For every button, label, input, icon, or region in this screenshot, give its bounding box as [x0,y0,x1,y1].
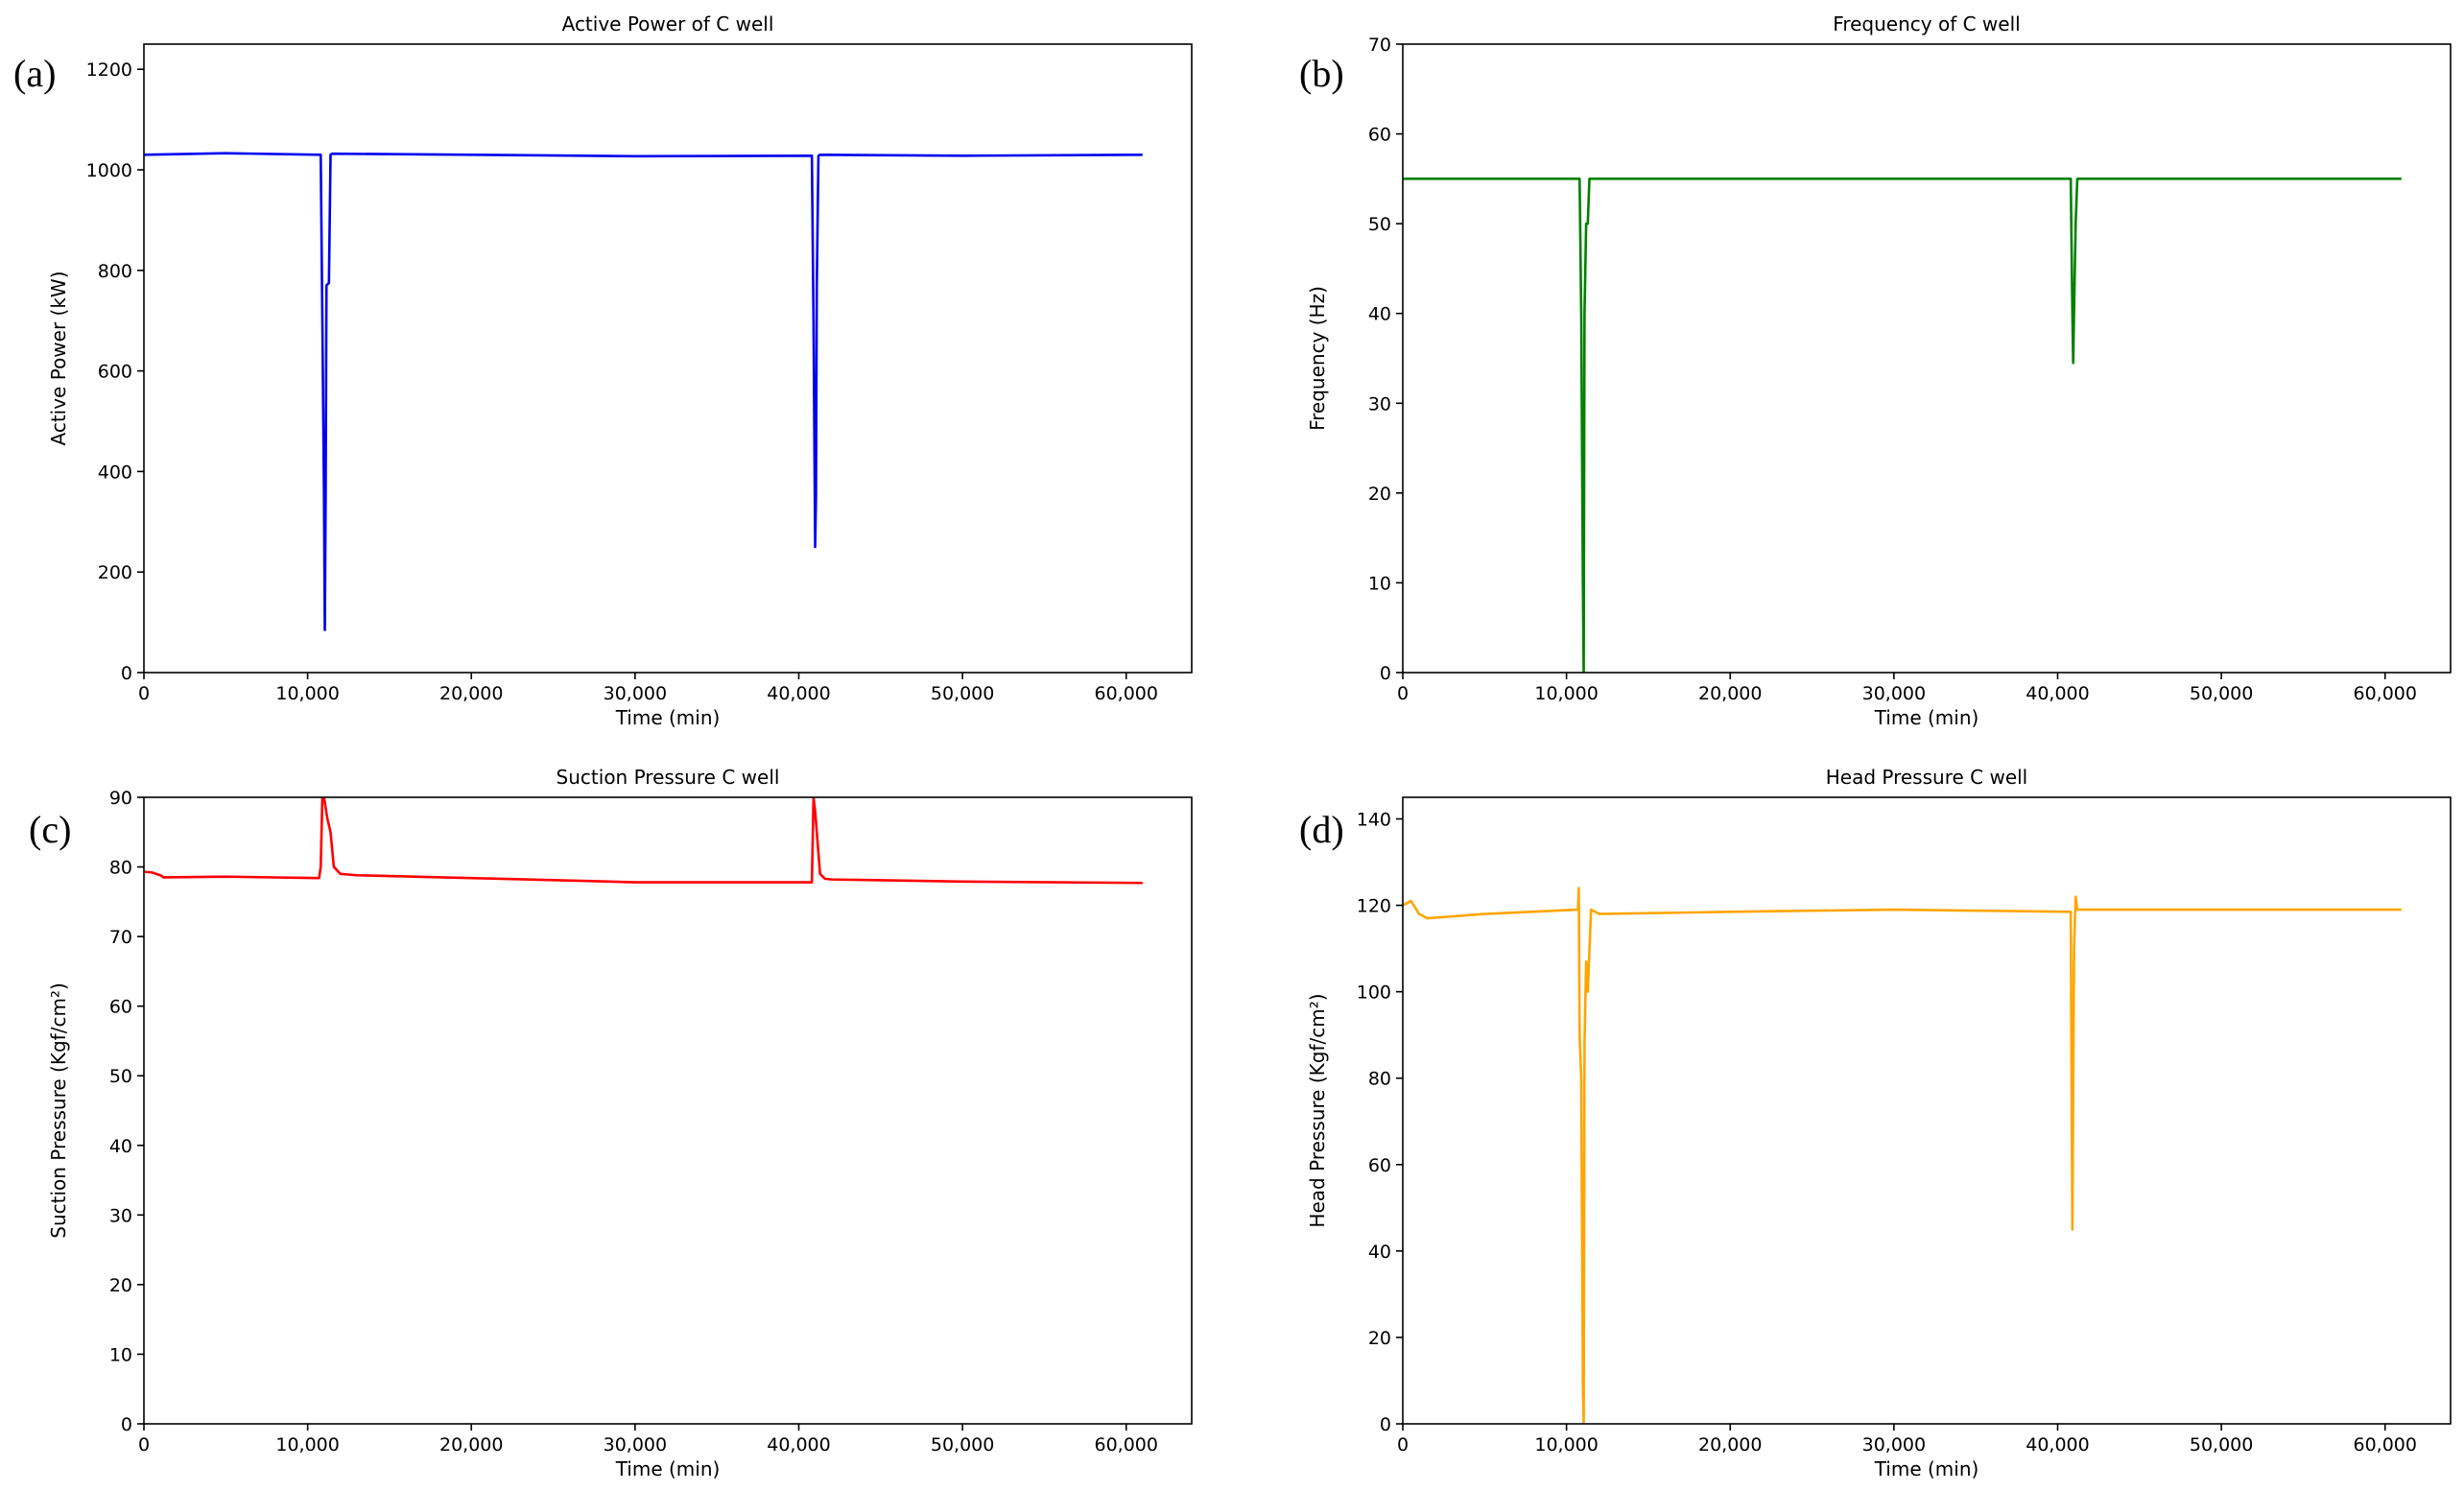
x-axis-label: Time (min) [1874,706,1979,729]
x-tick-label: 0 [1397,683,1409,704]
y-axis-label: Frequency (Hz) [1306,286,1329,431]
x-tick-label: 10,000 [1534,1434,1598,1456]
y-tick-label: 400 [98,462,132,483]
y-tick-label: 0 [1380,1414,1391,1435]
x-tick-label: 20,000 [1698,1434,1762,1456]
x-tick-label: 10,000 [1534,683,1598,704]
x-tick-label: 20,000 [439,683,503,704]
x-tick-label: 40,000 [767,683,830,704]
plot-frame [1402,796,2452,1425]
y-tick-label: 20 [1368,1328,1391,1349]
y-tick-label: 0 [1380,663,1391,684]
y-tick-label: 70 [109,927,132,948]
panel-label: (b) [1299,52,1344,95]
y-tick-label: 20 [1368,484,1391,505]
y-tick-label: 80 [1368,1069,1391,1090]
y-tick-label: 50 [109,1066,132,1087]
x-tick-label: 50,000 [2190,1434,2253,1456]
y-tick-label: 120 [1357,896,1391,917]
panel-label: (a) [13,52,56,95]
x-tick-label: 60,000 [2354,1434,2417,1456]
y-tick-label: 40 [1368,1242,1391,1263]
panel-label: (d) [1299,808,1344,851]
x-tick-label: 40,000 [2026,683,2089,704]
x-tick-label: 20,000 [1698,683,1762,704]
y-tick-label: 1000 [86,160,132,181]
y-tick-label: 80 [109,858,132,879]
y-axis-label: Head Pressure (Kgf/cm²) [1306,993,1329,1227]
y-tick-label: 60 [1368,1155,1391,1176]
x-axis-label: Time (min) [615,706,721,729]
x-tick-label: 60,000 [1095,1434,1158,1456]
chart-title: Suction Pressure C well [557,766,780,789]
plot-frame [143,43,1193,674]
y-tick-label: 0 [121,1414,132,1435]
x-tick-label: 40,000 [2026,1434,2089,1456]
chart-panel-1: (a) Active Power of C well 0 10,000 20,000 30… [13,12,1193,729]
series-line-1 [1403,887,2402,1424]
chart-panel-4: (d) Head Pressure C well 0 10,000 20,000 30,0… [1299,766,2452,1480]
y-tick-label: 60 [109,997,132,1018]
y-tick-label: 30 [1368,393,1391,414]
x-tick-label: 30,000 [1862,1434,1926,1456]
x-tick-label: 0 [138,1434,150,1456]
x-axis-label: Time (min) [615,1457,721,1480]
series-line-1 [144,797,1143,885]
y-axis-label: Suction Pressure (Kgf/cm²) [47,982,70,1238]
chart-panel-2: (b) Frequency of C well 0 10,000 20,000 30,00… [1299,12,2452,729]
y-axis-label: Active Power (kW) [47,271,70,445]
x-tick-label: 10,000 [275,1434,339,1456]
y-tick-label: 40 [109,1136,132,1157]
y-tick-label: 50 [1368,214,1391,235]
plot-frame [1402,43,2452,674]
x-tick-label: 0 [1397,1434,1409,1456]
x-tick-label: 50,000 [931,683,994,704]
series-line-1 [144,152,1143,631]
y-tick-label: 800 [98,261,132,282]
y-tick-label: 140 [1357,810,1391,831]
x-tick-label: 30,000 [604,1434,667,1456]
y-tick-label: 600 [98,362,132,383]
y-tick-label: 10 [1368,573,1391,594]
y-tick-label: 90 [109,788,132,809]
y-tick-label: 70 [1368,35,1391,56]
chart-panel-3: (c) Suction Pressure C well 0 10,000 20,000 3… [29,766,1193,1480]
x-tick-label: 0 [138,683,150,704]
y-tick-label: 100 [1357,982,1391,1004]
chart-title: Frequency of C well [1833,12,2020,36]
x-tick-label: 40,000 [767,1434,830,1456]
x-tick-label: 60,000 [1095,683,1158,704]
chart-title: Active Power of C well [562,12,774,36]
y-tick-label: 40 [1368,304,1391,325]
y-tick-label: 30 [109,1205,132,1226]
x-tick-label: 50,000 [2190,683,2253,704]
series-line-1 [1403,178,2402,673]
x-tick-label: 20,000 [439,1434,503,1456]
panel-label: (c) [29,808,71,851]
y-tick-label: 1200 [86,59,132,81]
x-tick-label: 60,000 [2354,683,2417,704]
y-tick-label: 0 [121,663,132,684]
y-tick-label: 20 [109,1275,132,1296]
x-axis-label: Time (min) [1874,1457,1979,1480]
x-tick-label: 10,000 [275,683,339,704]
chart-title: Head Pressure C well [1826,766,2028,789]
x-tick-label: 50,000 [931,1434,994,1456]
y-tick-label: 60 [1368,125,1391,146]
plot-frame [143,796,1193,1425]
y-tick-label: 200 [98,562,132,583]
y-tick-label: 10 [109,1344,132,1365]
x-tick-label: 30,000 [604,683,667,704]
x-tick-label: 30,000 [1862,683,1926,704]
